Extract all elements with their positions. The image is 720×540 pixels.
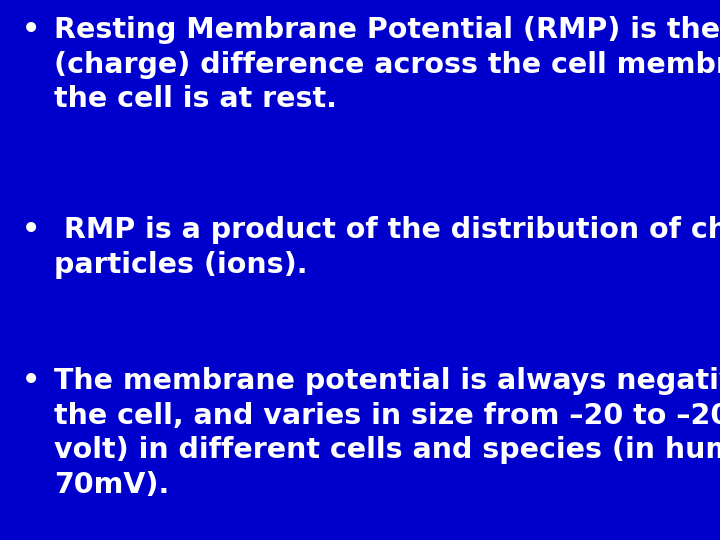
- Text: •: •: [22, 367, 40, 395]
- Text: The membrane potential is always negative inside
the cell, and varies in size fr: The membrane potential is always negativ…: [54, 367, 720, 499]
- Text: Resting Membrane Potential (RMP) is the voltage
(charge) difference across the c: Resting Membrane Potential (RMP) is the …: [54, 16, 720, 113]
- Text: RMP is a product of the distribution of charged
particles (ions).: RMP is a product of the distribution of …: [54, 216, 720, 279]
- Text: •: •: [22, 216, 40, 244]
- Text: •: •: [22, 16, 40, 44]
